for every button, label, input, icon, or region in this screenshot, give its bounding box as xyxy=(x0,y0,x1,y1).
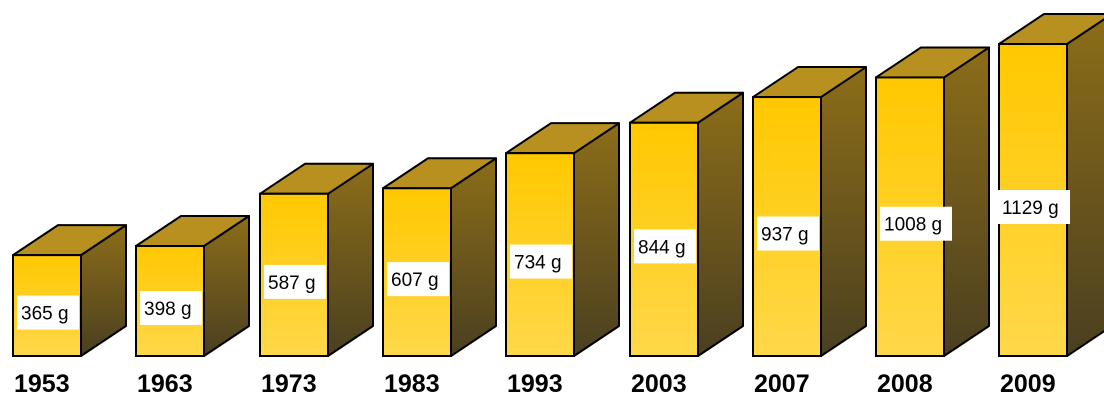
value-label-box xyxy=(140,291,202,326)
value-label-text: 937 g xyxy=(761,225,809,246)
bar-2003 xyxy=(629,91,744,357)
bar-side-face xyxy=(820,66,867,357)
value-label-box xyxy=(757,216,819,251)
value-label-text: 1008 g xyxy=(884,215,942,236)
bar-side-face xyxy=(573,122,620,357)
value-label-2008: 1008 g xyxy=(880,206,952,241)
value-label-box xyxy=(880,206,952,241)
value-label-2007: 937 g xyxy=(757,216,819,251)
bar-1963 xyxy=(135,215,250,358)
value-label-text: 844 g xyxy=(638,237,686,258)
bar-1973 xyxy=(259,162,374,357)
value-label-box xyxy=(634,229,696,264)
value-label-2009: 1129 g xyxy=(998,190,1070,224)
bar-1953 xyxy=(12,224,127,357)
bar-side-face xyxy=(697,91,744,357)
value-label-1993: 734 g xyxy=(510,244,572,279)
tick-label-1973: 1973 xyxy=(261,370,317,394)
value-labels-group: 365 g 398 g 587 g 607 g 734 g 844 g 937 g 1008 … xyxy=(17,190,1070,330)
tick-label-2007: 2007 xyxy=(754,370,810,394)
value-label-text: 1129 g xyxy=(1002,198,1059,219)
value-label-text: 398 g xyxy=(144,299,192,320)
value-label-1963: 398 g xyxy=(140,291,202,326)
value-label-text: 734 g xyxy=(514,253,562,274)
bar-side-face xyxy=(327,162,374,357)
bar-side-face xyxy=(943,46,990,357)
value-label-1983: 607 g xyxy=(387,262,449,297)
value-label-box xyxy=(264,264,326,299)
bar-2009 xyxy=(998,13,1104,357)
bar-2007 xyxy=(752,66,867,357)
value-label-text: 607 g xyxy=(391,270,439,291)
tick-label-1953: 1953 xyxy=(14,370,70,394)
tick-label-2008: 2008 xyxy=(877,370,933,394)
bar-side-face xyxy=(1066,18,1104,357)
value-label-box xyxy=(510,244,572,279)
year-labels-group: 1953 1963 1973 1983 1993 2003 2007 2008 2009 xyxy=(14,370,1056,394)
tick-label-1983: 1983 xyxy=(384,370,440,394)
value-label-2003: 844 g xyxy=(634,229,696,264)
value-label-1973: 587 g xyxy=(264,264,326,299)
value-label-box xyxy=(17,295,79,330)
tick-label-2003: 2003 xyxy=(631,370,687,394)
value-label-text: 365 g xyxy=(21,304,69,325)
value-label-1953: 365 g xyxy=(17,295,79,330)
bar-1993 xyxy=(505,122,620,357)
bar-2008 xyxy=(875,46,990,357)
value-label-box xyxy=(387,262,449,297)
value-label-text: 587 g xyxy=(268,273,316,294)
tick-label-1993: 1993 xyxy=(507,370,563,394)
tick-label-1963: 1963 xyxy=(137,370,193,394)
value-label-box xyxy=(998,190,1070,224)
bar-side-face xyxy=(450,157,497,357)
bar-1983 xyxy=(382,157,497,357)
tick-label-2009: 2009 xyxy=(1000,370,1056,394)
